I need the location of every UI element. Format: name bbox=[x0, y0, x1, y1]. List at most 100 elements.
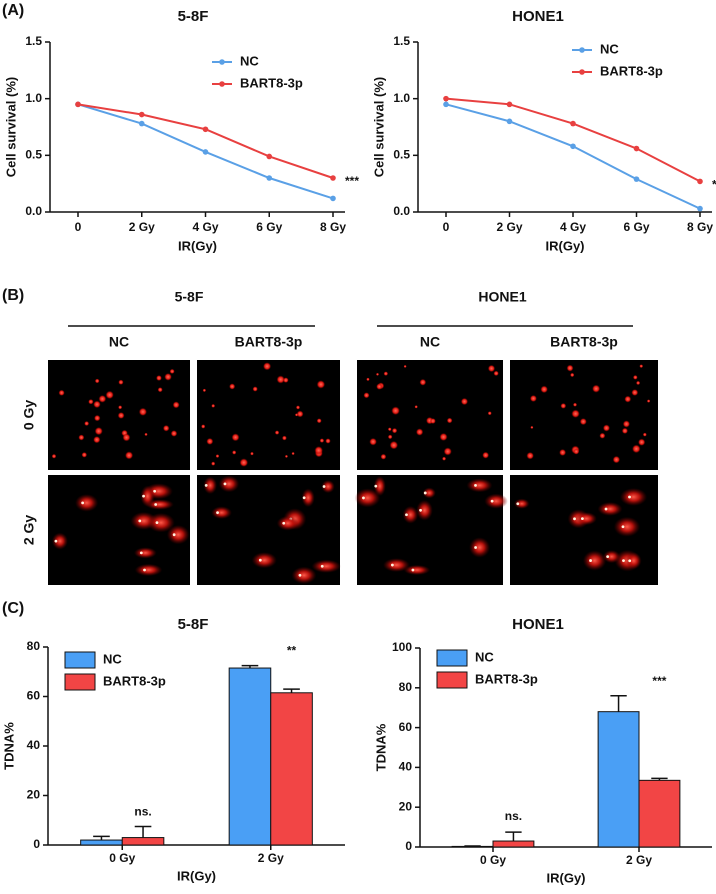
data-point bbox=[266, 175, 273, 181]
y-tick-label: 1.5 bbox=[393, 34, 410, 48]
cell bbox=[93, 436, 101, 444]
cell bbox=[211, 403, 216, 408]
comet bbox=[134, 563, 163, 577]
cell bbox=[162, 424, 170, 432]
significance-annotation: *** bbox=[652, 674, 666, 688]
error-bar bbox=[610, 695, 627, 712]
bar bbox=[80, 839, 123, 846]
comet bbox=[416, 500, 433, 521]
cell bbox=[646, 399, 651, 403]
legend-marker bbox=[579, 47, 585, 53]
cell bbox=[117, 412, 125, 419]
comet-head bbox=[628, 559, 632, 563]
panel-label: (A) bbox=[2, 2, 24, 19]
cell bbox=[638, 438, 646, 446]
legend-label: BART8-3p bbox=[103, 673, 166, 688]
cell bbox=[93, 400, 101, 409]
cell bbox=[566, 364, 574, 372]
cell bbox=[252, 386, 258, 392]
cell bbox=[81, 452, 88, 458]
bar bbox=[597, 711, 640, 848]
comet bbox=[218, 475, 240, 493]
cell bbox=[118, 405, 123, 410]
cell bbox=[169, 368, 175, 374]
comet bbox=[469, 537, 491, 558]
comet-head bbox=[54, 539, 58, 543]
legend-swatch bbox=[436, 671, 468, 689]
y-axis-label: TDNA% bbox=[1, 722, 16, 770]
comet bbox=[625, 552, 642, 570]
cell bbox=[366, 377, 370, 382]
cell bbox=[621, 427, 629, 434]
cell bbox=[314, 446, 323, 455]
error-bar bbox=[505, 831, 522, 842]
cell bbox=[482, 451, 490, 459]
data-point bbox=[570, 143, 576, 150]
comet-head bbox=[516, 502, 520, 506]
bar bbox=[492, 840, 535, 848]
comet-head bbox=[474, 483, 477, 487]
significance-annotation: *** bbox=[712, 178, 716, 192]
cell bbox=[281, 435, 287, 441]
cell bbox=[415, 428, 424, 436]
group-title: 5-8F bbox=[175, 289, 204, 305]
comet bbox=[402, 505, 419, 524]
x-tick-label: 2 Gy bbox=[129, 220, 155, 234]
cell bbox=[78, 434, 85, 441]
cell bbox=[294, 413, 299, 417]
cell bbox=[202, 388, 207, 393]
comet bbox=[51, 532, 68, 550]
cell bbox=[276, 375, 285, 384]
comet bbox=[403, 564, 431, 576]
x-tick-label: 0 bbox=[75, 220, 82, 234]
data-point bbox=[202, 149, 209, 155]
data-point bbox=[330, 175, 336, 181]
comet bbox=[276, 515, 299, 531]
comet-head bbox=[419, 508, 422, 512]
significance-annotation: ns. bbox=[505, 809, 522, 823]
cell bbox=[164, 373, 172, 381]
cell bbox=[487, 411, 492, 416]
y-tick-label: 0.0 bbox=[393, 204, 410, 218]
significance-annotation: ** bbox=[287, 644, 297, 658]
comet-head bbox=[411, 568, 415, 572]
comet bbox=[484, 493, 508, 509]
cell bbox=[632, 374, 638, 380]
significance-annotation: ns. bbox=[134, 805, 151, 819]
comet-head bbox=[155, 521, 159, 525]
cell bbox=[636, 380, 641, 386]
comet bbox=[251, 552, 277, 569]
comet bbox=[311, 559, 341, 573]
y-tick-label: 80 bbox=[399, 680, 413, 694]
x-axis-label: IR(Gy) bbox=[178, 238, 217, 253]
legend-label: BART8-3p bbox=[240, 75, 303, 90]
cell bbox=[250, 451, 254, 456]
cell bbox=[573, 402, 578, 407]
comet bbox=[422, 487, 436, 499]
y-tick-label: 1.0 bbox=[25, 91, 42, 105]
bar bbox=[638, 779, 681, 848]
data-point bbox=[633, 176, 640, 182]
comet bbox=[373, 476, 386, 497]
cell bbox=[363, 392, 370, 399]
cell bbox=[125, 451, 134, 460]
cell bbox=[263, 362, 272, 371]
cell bbox=[231, 433, 240, 442]
cell bbox=[529, 394, 537, 402]
row-label: 2 Gy bbox=[21, 515, 37, 546]
comet-head bbox=[154, 503, 158, 506]
comet bbox=[575, 512, 597, 526]
comet-head bbox=[172, 533, 176, 537]
cell bbox=[429, 418, 436, 424]
data-point bbox=[443, 95, 449, 102]
x-tick-label: 4 Gy bbox=[192, 220, 218, 234]
comet-head bbox=[573, 517, 576, 521]
comet-head bbox=[490, 499, 494, 503]
comet-head bbox=[142, 494, 145, 498]
x-tick-label: 0 Gy bbox=[480, 853, 506, 867]
panel-label: (B) bbox=[2, 287, 24, 304]
cell bbox=[493, 370, 499, 377]
cell bbox=[387, 434, 393, 440]
comet-head bbox=[604, 507, 608, 511]
